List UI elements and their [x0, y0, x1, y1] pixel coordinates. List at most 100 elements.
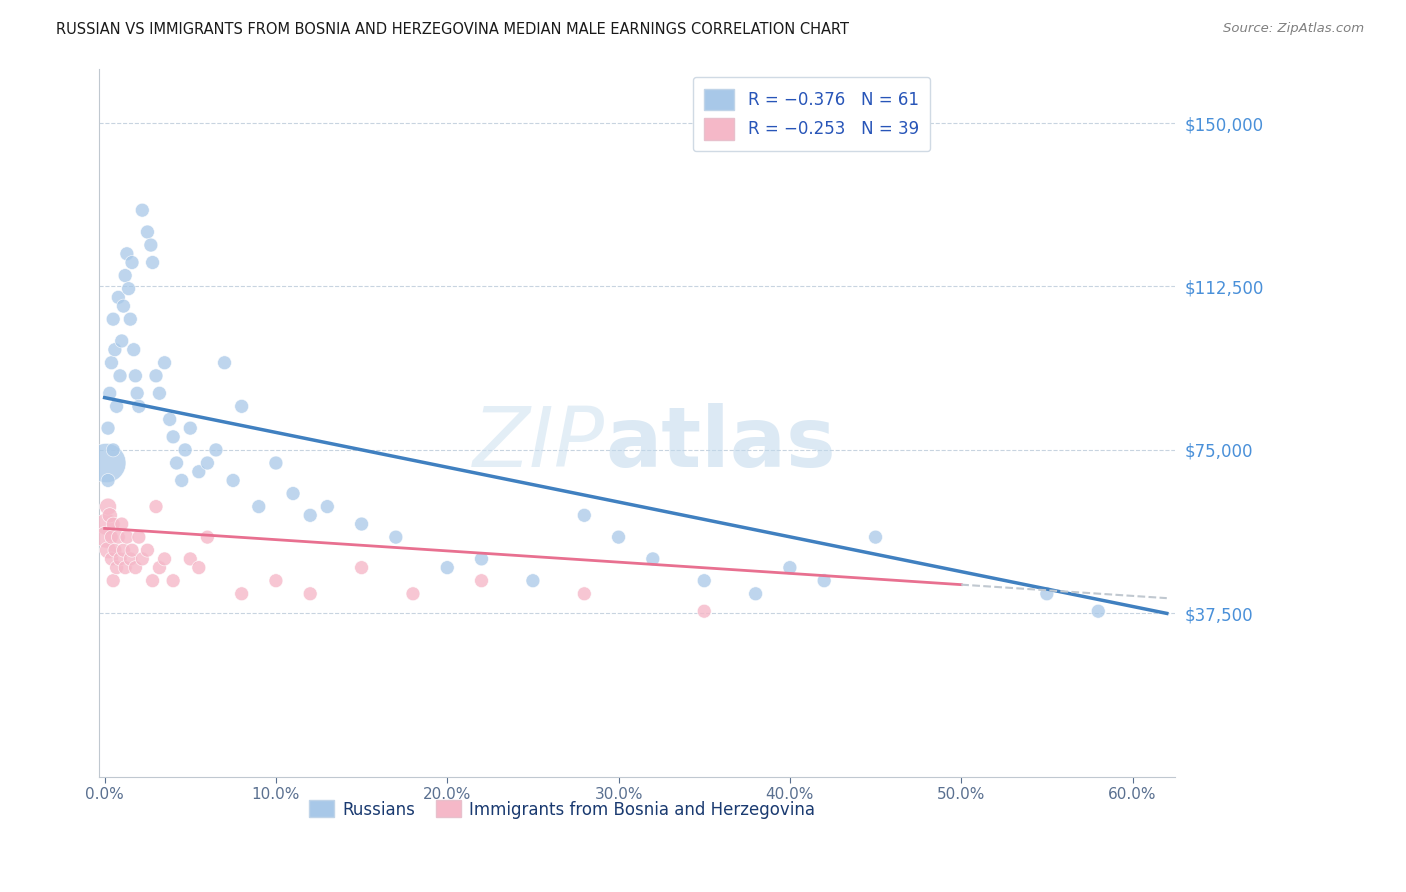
Point [187, 465, 209, 479]
Point [101, 574, 124, 588]
Point [470, 574, 492, 588]
Point [402, 587, 425, 601]
Point [101, 442, 124, 457]
Point [100, 356, 122, 370]
Point [148, 386, 170, 401]
Point [128, 400, 150, 414]
Point [97, 543, 120, 558]
Point [120, 552, 142, 566]
Point [162, 430, 184, 444]
Point [100, 530, 122, 544]
Point [107, 290, 129, 304]
Text: RUSSIAN VS IMMIGRANTS FROM BOSNIA AND HERZEGOVINA MEDIAN MALE EARNINGS CORRELATI: RUSSIAN VS IMMIGRANTS FROM BOSNIA AND HE… [56, 22, 849, 37]
Point [108, 552, 131, 566]
Point [470, 552, 492, 566]
Y-axis label: Median Male Earnings: Median Male Earnings [0, 332, 8, 514]
Point [264, 456, 287, 470]
Legend: Russians, Immigrants from Bosnia and Herzegovina: Russians, Immigrants from Bosnia and Her… [302, 794, 821, 825]
Point [131, 552, 153, 566]
Point [214, 356, 236, 370]
Point [124, 368, 146, 383]
Point [105, 560, 128, 574]
Point [145, 500, 167, 514]
Point [316, 500, 339, 514]
Point [96, 456, 118, 470]
Point [522, 574, 544, 588]
Point [779, 560, 801, 574]
Point [98, 386, 121, 401]
Point [124, 560, 146, 574]
Point [139, 238, 162, 252]
Point [104, 543, 127, 558]
Point [197, 456, 219, 470]
Point [865, 530, 887, 544]
Point [197, 530, 219, 544]
Point [97, 421, 120, 435]
Point [693, 574, 716, 588]
Point [693, 604, 716, 618]
Point [120, 312, 142, 326]
Point [111, 334, 134, 348]
Point [1087, 604, 1109, 618]
Point [153, 552, 176, 566]
Point [127, 386, 149, 401]
Point [231, 400, 253, 414]
Point [222, 474, 245, 488]
Point [744, 587, 766, 601]
Point [136, 543, 159, 558]
Point [350, 560, 373, 574]
Text: Source: ZipAtlas.com: Source: ZipAtlas.com [1223, 22, 1364, 36]
Text: atlas: atlas [605, 403, 837, 484]
Point [131, 203, 153, 218]
Point [111, 516, 134, 531]
Point [299, 508, 322, 523]
Point [128, 530, 150, 544]
Point [299, 587, 322, 601]
Point [101, 312, 124, 326]
Point [98, 508, 121, 523]
Point [205, 442, 228, 457]
Point [112, 299, 135, 313]
Point [107, 530, 129, 544]
Point [121, 255, 143, 269]
Point [97, 500, 120, 514]
Point [170, 474, 193, 488]
Text: ZIP: ZIP [474, 403, 605, 484]
Point [179, 421, 201, 435]
Point [159, 412, 181, 426]
Point [187, 560, 209, 574]
Point [96, 530, 118, 544]
Point [1036, 587, 1059, 601]
Point [121, 543, 143, 558]
Point [162, 574, 184, 588]
Point [166, 456, 188, 470]
Point [153, 356, 176, 370]
Point [104, 343, 127, 357]
Point [179, 552, 201, 566]
Point [112, 543, 135, 558]
Point [97, 474, 120, 488]
Point [174, 442, 197, 457]
Point [264, 574, 287, 588]
Point [350, 516, 373, 531]
Point [231, 587, 253, 601]
Point [114, 560, 136, 574]
Point [436, 560, 458, 574]
Point [813, 574, 835, 588]
Point [136, 225, 159, 239]
Point [607, 530, 630, 544]
Point [114, 268, 136, 283]
Point [117, 282, 139, 296]
Point [641, 552, 664, 566]
Point [122, 343, 145, 357]
Point [281, 486, 304, 500]
Point [108, 368, 131, 383]
Point [115, 247, 138, 261]
Point [105, 400, 128, 414]
Point [96, 516, 118, 531]
Point [100, 552, 122, 566]
Point [101, 516, 124, 531]
Point [385, 530, 408, 544]
Point [574, 508, 596, 523]
Point [142, 255, 165, 269]
